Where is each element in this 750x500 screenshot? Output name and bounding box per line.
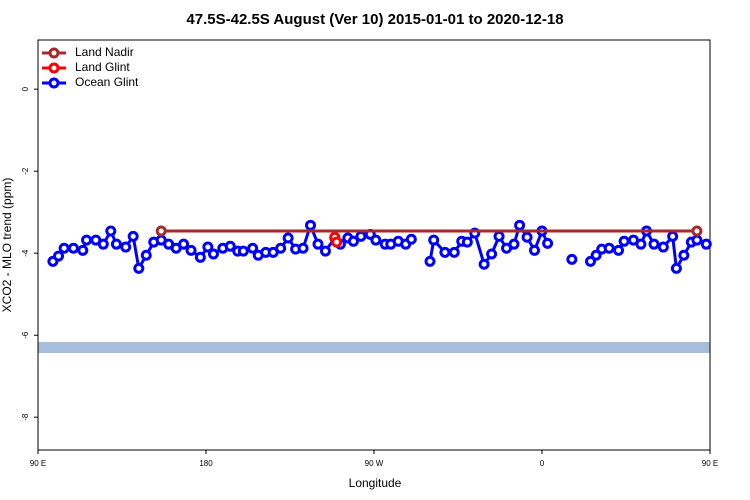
data-point xyxy=(428,234,440,246)
data-point xyxy=(105,225,117,237)
data-point xyxy=(635,238,647,250)
data-point xyxy=(370,234,382,246)
data-point xyxy=(405,233,417,245)
data-point xyxy=(319,245,331,257)
data-point xyxy=(53,250,65,262)
legend-label: Land Nadir xyxy=(75,45,134,59)
data-point xyxy=(603,242,615,254)
data-point xyxy=(247,242,259,254)
data-point xyxy=(155,225,167,237)
data-point xyxy=(127,230,139,242)
data-point xyxy=(67,242,79,254)
data-point xyxy=(97,238,109,250)
land-band xyxy=(38,342,710,353)
data-point xyxy=(613,244,625,256)
data-point xyxy=(331,236,343,248)
data-point xyxy=(514,219,526,231)
data-point xyxy=(657,241,669,253)
data-point xyxy=(185,244,197,256)
data-point xyxy=(521,231,533,243)
data-point xyxy=(700,238,712,250)
data-point xyxy=(120,241,132,253)
data-point xyxy=(486,248,498,260)
data-point xyxy=(194,251,206,263)
y-tick-label: -2 xyxy=(21,167,30,175)
data-point xyxy=(478,258,490,270)
data-point xyxy=(202,241,214,253)
data-point xyxy=(347,235,359,247)
data-point xyxy=(542,237,554,249)
data-point xyxy=(110,238,122,250)
data-point xyxy=(224,240,236,252)
legend-label: Land Glint xyxy=(75,60,130,74)
data-point xyxy=(297,242,309,254)
x-tick-label: 0 xyxy=(540,459,545,468)
x-tick-label: 90 E xyxy=(702,459,718,468)
data-point xyxy=(566,253,578,265)
data-point xyxy=(77,244,89,256)
data-point xyxy=(529,244,541,256)
data-point xyxy=(648,238,660,250)
y-tick-label: -8 xyxy=(21,413,30,421)
data-point xyxy=(678,249,690,261)
data-point xyxy=(670,262,682,274)
data-point xyxy=(691,225,703,237)
data-point xyxy=(439,246,451,258)
legend-marker xyxy=(48,62,60,74)
data-point xyxy=(275,242,287,254)
y-tick-label: -4 xyxy=(21,249,30,257)
data-point xyxy=(493,230,505,242)
y-tick-label: -6 xyxy=(21,331,30,339)
data-point xyxy=(207,248,219,260)
data-point xyxy=(667,230,679,242)
data-point xyxy=(618,235,630,247)
data-point xyxy=(178,238,190,250)
data-point xyxy=(237,245,249,257)
chart-title: 47.5S-42.5S August (Ver 10) 2015-01-01 t… xyxy=(186,11,563,28)
data-point xyxy=(81,234,93,246)
y-axis-label: XCO2 - MLO trend (ppm) xyxy=(0,178,14,313)
x-axis-label: Longitude xyxy=(349,476,402,490)
x-tick-label: 90 E xyxy=(30,459,46,468)
x-tick-label: 180 xyxy=(199,459,213,468)
data-point xyxy=(691,234,703,246)
x-tick-label: 90 W xyxy=(365,459,384,468)
legend-marker xyxy=(48,77,60,89)
legend-marker xyxy=(48,47,60,59)
data-point xyxy=(424,255,436,267)
data-point xyxy=(133,262,145,274)
data-point xyxy=(312,238,324,250)
data-point xyxy=(58,242,70,254)
data-point xyxy=(140,249,152,261)
data-point xyxy=(305,219,317,231)
data-point xyxy=(448,246,460,258)
data-point xyxy=(355,230,367,242)
data-point xyxy=(461,236,473,248)
legend-label: Ocean Glint xyxy=(75,75,139,89)
y-tick-label: 0 xyxy=(21,86,30,91)
data-point xyxy=(508,238,520,250)
data-point xyxy=(282,232,294,244)
